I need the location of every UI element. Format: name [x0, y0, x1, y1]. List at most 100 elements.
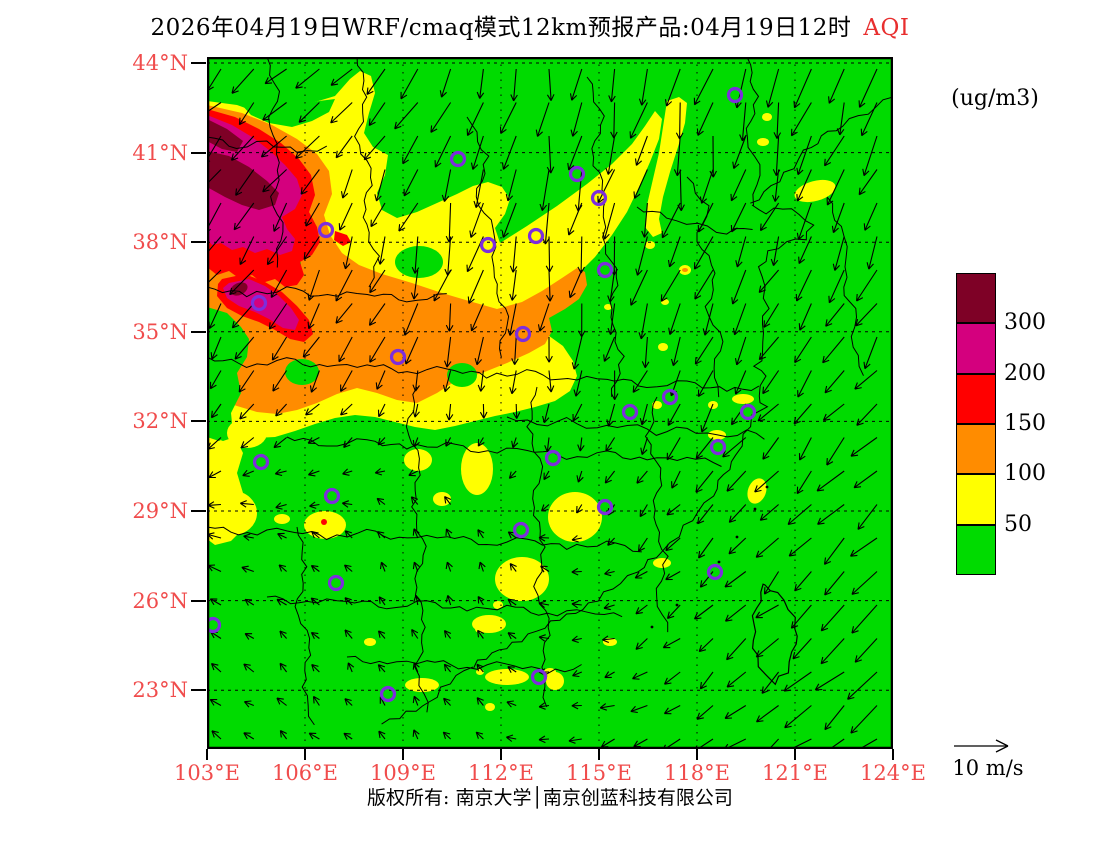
contour-spot [658, 343, 668, 351]
contour-spot [548, 492, 602, 542]
wind-arrow [412, 370, 420, 392]
contour-region [645, 97, 687, 237]
lat-label: 32°N [132, 409, 188, 434]
wind-arrow [208, 470, 222, 479]
wind-arrow [605, 135, 616, 175]
wind-arrow [796, 202, 812, 241]
legend-swatch-100-150 [956, 423, 996, 475]
wind-arrow [607, 303, 616, 336]
wind-arrow [412, 729, 420, 740]
lon-tick [206, 749, 208, 760]
wind-arrow [796, 470, 812, 495]
wind-arrow [604, 568, 615, 577]
wind-arrow [630, 269, 648, 306]
wind-arrow [507, 303, 517, 336]
wind-arrow [308, 732, 320, 740]
province-boundary [506, 416, 765, 440]
contour-spot [604, 304, 612, 310]
wind-arrow [666, 504, 681, 516]
wind-arrow [699, 571, 714, 588]
wind-arrow [473, 169, 484, 209]
wind-arrow [210, 336, 222, 360]
wind-arrow [698, 537, 714, 559]
wind-arrow [635, 604, 648, 615]
wind-arrow [734, 336, 747, 366]
wind-arrow [273, 437, 287, 449]
city-marker [479, 236, 497, 254]
wind-arrow [412, 403, 420, 418]
wind-arrow [854, 370, 878, 390]
wind-arrow [445, 403, 454, 421]
wind-arrow [850, 705, 878, 734]
contour-region [500, 111, 662, 317]
wind-arrow [602, 202, 616, 240]
wind-arrow [209, 598, 222, 606]
wind-arrow [567, 135, 583, 171]
wind-arrow [542, 403, 550, 424]
wind-arrow [793, 403, 812, 425]
wind-arrow [344, 530, 353, 539]
wind-arrow [445, 528, 453, 539]
wind-arrow [305, 202, 320, 227]
lon-label: 103°E [174, 761, 240, 785]
wind-arrow [430, 102, 452, 133]
wind-arrow [262, 102, 287, 121]
lat-tick [191, 420, 206, 423]
wind-arrow [608, 68, 616, 103]
wind-arrow [788, 537, 812, 557]
lon-tick [500, 749, 502, 760]
wind-arrow [230, 135, 255, 161]
wind-arrow [410, 269, 419, 300]
wind-arrow [470, 303, 484, 332]
wind-arrow [234, 336, 255, 360]
wind-arrow [507, 666, 517, 673]
wind-arrow [466, 102, 484, 137]
wind-arrow [597, 169, 616, 204]
wind-arrow [866, 236, 878, 270]
wind-arrow [338, 336, 353, 363]
map-overlay-layer [207, 57, 893, 749]
wind-arrow [279, 662, 288, 673]
wind-arrow [755, 604, 779, 619]
wind-arrow [266, 236, 288, 266]
legend-swatch-50-100 [956, 474, 996, 525]
wind-arrow [607, 537, 615, 546]
wind-arrow [790, 604, 812, 629]
wind-arrow [572, 403, 583, 422]
wind-scale-arrow [954, 739, 1009, 753]
map-border [207, 57, 893, 749]
wind-arrow [442, 731, 451, 740]
wind-arrow [310, 631, 320, 640]
contour-region [334, 231, 351, 246]
wind-arrow [569, 68, 583, 101]
wind-arrow [820, 638, 845, 665]
wind-arrow [730, 202, 747, 233]
wind-arrow [699, 671, 714, 690]
wind-arrow [851, 604, 878, 634]
wind-arrow [501, 202, 517, 238]
wind-arrow [754, 470, 779, 493]
wind-arrow [662, 638, 681, 649]
wind-arrow [823, 537, 845, 565]
wind-arrow [758, 336, 780, 361]
island-dot [650, 625, 654, 629]
wind-arrow [571, 336, 583, 370]
wind-arrow [862, 135, 878, 177]
taiwan-coastline [751, 583, 798, 686]
wind-arrow [638, 68, 648, 106]
lon-label: 112°E [468, 761, 534, 785]
wind-arrow [238, 102, 255, 126]
wind-arrow [506, 734, 517, 742]
wind-arrow [599, 703, 615, 711]
wind-arrow [571, 701, 582, 710]
lon-tick [696, 749, 698, 760]
wind-arrow [335, 135, 353, 159]
wind-arrow [412, 695, 420, 706]
wind-vector-field [207, 68, 878, 749]
wind-arrow [663, 671, 681, 685]
wind-arrow [262, 169, 287, 193]
province-boundary [644, 396, 669, 633]
wind-arrow [663, 705, 681, 715]
wind-arrow [850, 437, 878, 457]
wind-arrow [666, 604, 681, 620]
